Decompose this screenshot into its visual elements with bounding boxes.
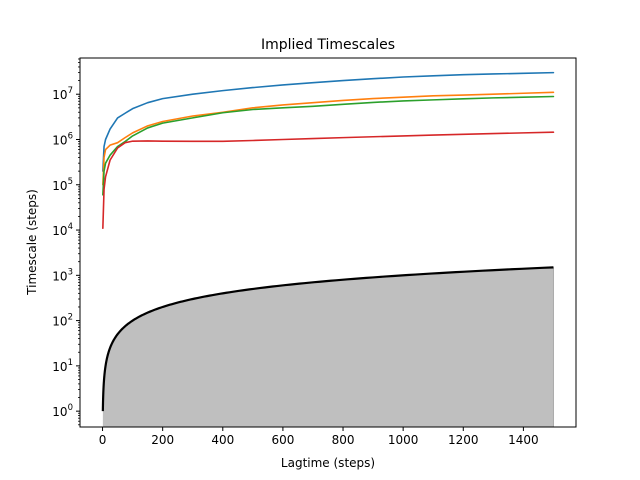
x-tick-label: 800 (332, 433, 355, 447)
x-tick-label: 1200 (448, 433, 479, 447)
y-tick-label: 103 (52, 267, 73, 283)
x-tick-label: 200 (151, 433, 174, 447)
x-tick-label: 1000 (388, 433, 419, 447)
y-tick-label: 102 (52, 313, 73, 329)
plot-area (101, 71, 555, 427)
series-line-4 (102, 131, 555, 229)
chart-title: Implied Timescales (261, 37, 395, 53)
x-tick-label: 1400 (508, 433, 539, 447)
x-tick-label: 400 (211, 433, 234, 447)
x-axis-title: Lagtime (steps) (281, 456, 375, 470)
plot-content (101, 71, 555, 427)
series-line-2 (102, 91, 555, 186)
y-tick-label: 107 (52, 86, 73, 102)
y-tick-label: 104 (52, 222, 73, 238)
series-line-3 (102, 95, 555, 196)
axes-frame (79, 57, 577, 428)
y-tick-label: 101 (52, 358, 73, 374)
series-line-1 (102, 71, 555, 172)
reference-fill-region (102, 267, 554, 427)
y-tick-label: 100 (52, 403, 73, 419)
reference-line (101, 266, 554, 412)
x-tick-label: 0 (99, 433, 107, 447)
y-tick-label: 106 (52, 131, 73, 147)
y-tick-label: 105 (52, 177, 73, 193)
axes: 0 200 400 600 800 1000 1200 1400 100 101 102 103 104… (52, 57, 577, 447)
y-axis-title: Timescale (steps) (25, 189, 39, 296)
x-tick-label: 600 (271, 433, 294, 447)
